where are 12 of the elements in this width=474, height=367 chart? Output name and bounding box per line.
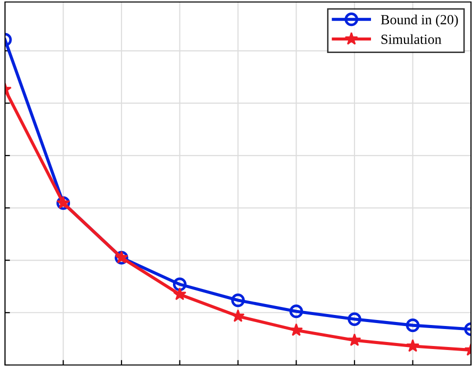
point	[290, 323, 303, 336]
point	[406, 339, 420, 352]
point	[231, 309, 245, 322]
point	[172, 278, 187, 292]
legend-label: Simulation	[382, 34, 442, 44]
point	[173, 287, 186, 300]
point	[348, 333, 362, 346]
point	[231, 293, 245, 308]
point	[348, 312, 362, 326]
point	[406, 318, 420, 332]
legend-label: Bound in (20)	[380, 14, 458, 28]
point	[289, 304, 304, 318]
